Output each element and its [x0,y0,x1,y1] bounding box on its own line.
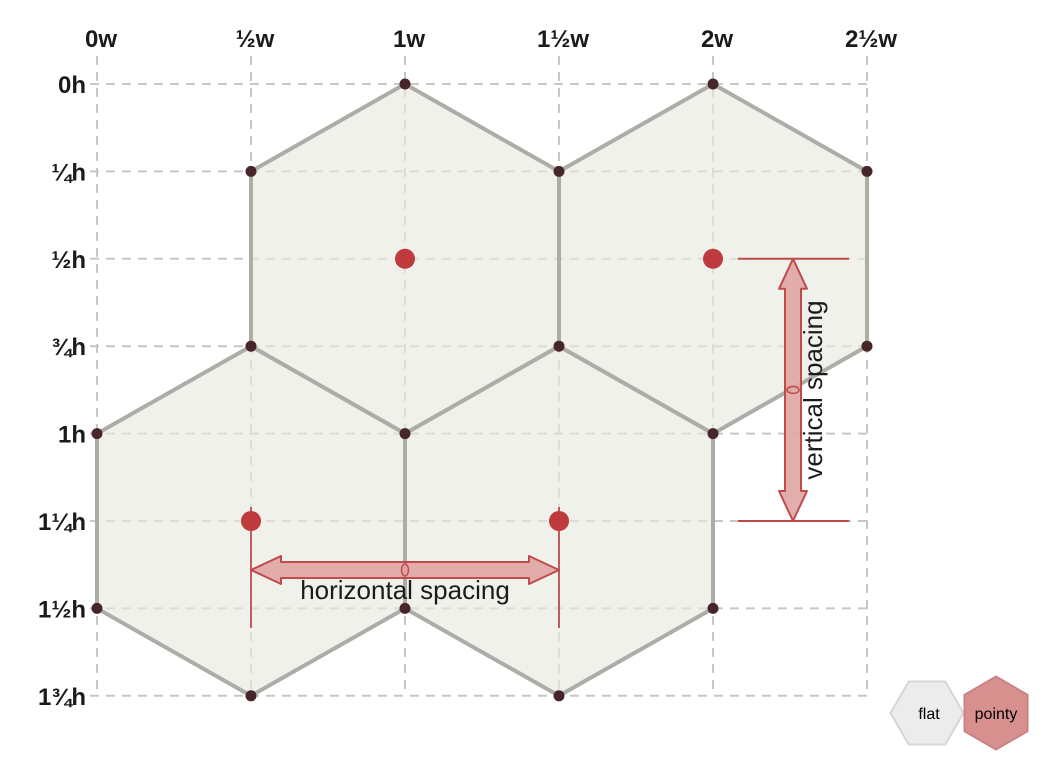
hex-center-dot [395,248,415,269]
hex-vertex-dot [707,428,719,440]
pointy-orientation-button[interactable]: pointy [963,675,1029,751]
hex-vertex-dot [91,602,103,614]
pointy-hexagon-icon [963,675,1029,751]
pointy-button-label: pointy [975,706,1018,723]
left-axis-tick-label: ¾h [51,334,86,361]
hex-vertex-dot [861,165,873,177]
hex-vertex-dot [707,602,719,614]
hex-vertex-dot [91,428,103,440]
hex-vertex-dot [245,340,257,352]
top-axis-tick-label: 2w [701,26,733,53]
vertical-spacing-label: vertical spacing [798,300,828,479]
vertical-spacing-arrow [778,257,808,522]
flat-button-label: flat [918,706,940,723]
hex-vertex-dot [553,165,565,177]
hex-vertex-dot [399,428,411,440]
horizontal-spacing-arrow [250,555,560,585]
hex-vertex-dot [707,78,719,90]
top-axis-tick-label: 2½w [845,26,897,53]
left-axis-tick-label: ¼h [51,159,86,186]
left-axis-tick-label: 0h [58,72,86,99]
left-axis-tick-label: ½h [51,247,86,274]
left-axis-tick-label: 1½h [38,596,86,623]
hex-vertex-dot [861,340,873,352]
hex-center-dot [549,511,569,531]
dots-layer [91,78,873,702]
hex-vertex-dot [399,602,411,614]
horizontal-arrow-midpoint-marker [400,563,410,577]
top-axis-tick-label: 0w [85,26,117,53]
top-axis-tick-label: 1w [393,26,425,53]
left-axis-tick-label: 1¾h [38,684,86,711]
top-axis-tick-label: 1½w [537,26,589,53]
spacing-arrows-layer [250,257,849,628]
hex-vertex-dot [399,78,411,90]
hex-vertex-dot [553,690,565,702]
left-axis-tick-label: 1h [58,422,86,449]
hex-vertex-dot [553,340,565,352]
vertical-arrow-midpoint-marker [786,385,800,395]
hex-vertex-dot [245,690,257,702]
flat-orientation-button[interactable]: flat [889,680,965,746]
horizontal-spacing-label: horizontal spacing [300,575,510,605]
hex-vertex-dot [245,165,257,177]
hex-center-dot [241,511,261,531]
hex-center-dot [703,248,723,269]
top-axis-tick-label: ½w [236,26,275,53]
axis-tick-labels-layer: 0w ½w 1w 1½w 2w 2½w 0h ¼h ½h ¾h 1h 1¼h 1½h 1¾h [38,26,897,711]
left-axis-tick-label: 1¼h [38,509,86,536]
